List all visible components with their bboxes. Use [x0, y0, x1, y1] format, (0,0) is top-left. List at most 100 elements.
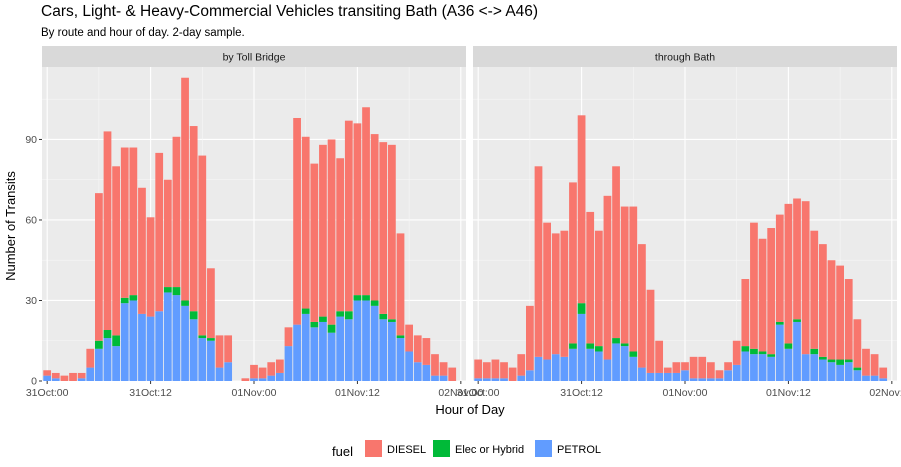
bar-petrol — [267, 375, 276, 381]
bar-diesel — [629, 206, 638, 352]
facet-through-bath: through Bath 31Oct:00 31Oct:12 01Nov:00 01No… — [457, 46, 901, 399]
bar-diesel — [620, 206, 629, 344]
bar-petrol — [594, 351, 603, 381]
bar-elec-or-hybrid — [758, 351, 767, 355]
x-tick-label: 01Nov:12 — [766, 387, 811, 399]
bar-petrol — [396, 338, 405, 381]
bar-elec-or-hybrid — [103, 330, 112, 339]
bar-petrol — [801, 354, 810, 381]
x-tick-label: 01Nov:00 — [663, 387, 708, 399]
bar-elec-or-hybrid — [827, 359, 836, 363]
bar-petrol — [293, 324, 301, 381]
bar-diesel — [594, 230, 603, 347]
bar-diesel — [112, 166, 120, 336]
bar-petrol — [655, 372, 664, 381]
bar-diesel — [353, 123, 362, 296]
bar-elec-or-hybrid — [793, 319, 801, 322]
bar-diesel — [672, 362, 681, 373]
bar-elec-or-hybrid — [819, 356, 827, 360]
bar-diesel — [77, 372, 86, 379]
bar-petrol — [569, 348, 577, 381]
bar-diesel — [750, 222, 758, 349]
bar-petrol — [207, 340, 215, 381]
bar-diesel — [793, 198, 801, 320]
bar-petrol — [534, 356, 543, 381]
bar-diesel — [86, 348, 95, 368]
bar-diesel — [138, 187, 146, 314]
bar-diesel — [327, 139, 336, 325]
bar-elec-or-hybrid — [741, 346, 750, 352]
x-tick-label: 31Oct:00 — [26, 387, 69, 399]
bar-diesel — [396, 233, 405, 336]
facet-strip — [473, 46, 897, 67]
bar-petrol — [706, 378, 715, 381]
bar-diesel — [60, 375, 69, 381]
x-tick-label: 02Nov:00 — [869, 387, 901, 399]
bar-diesel — [603, 195, 612, 360]
legend-label: PETROL — [557, 444, 601, 456]
bar-diesel — [103, 131, 112, 331]
bar-petrol — [155, 311, 164, 381]
bar-diesel — [250, 364, 258, 379]
bar-diesel — [95, 193, 103, 341]
bar-petrol — [86, 367, 95, 381]
bar-elec-or-hybrid — [181, 300, 189, 306]
bar-petrol — [284, 346, 293, 381]
bar-diesel — [301, 136, 310, 309]
bar-elec-or-hybrid — [775, 321, 784, 325]
bar-elec-or-hybrid — [750, 348, 758, 355]
bar-diesel — [422, 338, 431, 365]
bar-petrol — [681, 370, 689, 381]
y-tick-label: 0 — [31, 376, 37, 388]
bar-petrol — [405, 351, 413, 381]
bar-elec-or-hybrid — [189, 311, 198, 320]
bar-diesel — [853, 319, 862, 368]
bar-petrol — [793, 321, 801, 381]
bar-diesel — [586, 211, 595, 344]
bar-diesel — [500, 362, 508, 379]
bar-elec-or-hybrid — [301, 308, 310, 314]
bar-petrol — [120, 303, 129, 381]
bar-diesel — [836, 265, 844, 360]
bar-petrol — [43, 375, 52, 381]
bar-petrol — [112, 346, 120, 381]
bar-petrol — [784, 348, 793, 381]
bar-petrol — [698, 378, 707, 381]
bar-elec-or-hybrid — [784, 343, 793, 349]
bar-petrol — [129, 300, 138, 381]
bar-diesel — [491, 359, 500, 379]
bar-diesel — [577, 115, 586, 304]
bar-petrol — [388, 321, 396, 381]
bar-petrol — [413, 362, 422, 381]
bar-petrol — [853, 370, 862, 381]
bar-diesel — [224, 335, 233, 363]
bar-diesel — [258, 367, 267, 379]
bar-diesel — [267, 362, 276, 376]
bar-petrol — [319, 321, 327, 381]
bar-petrol — [224, 362, 233, 381]
bar-diesel — [560, 230, 569, 357]
bar-elec-or-hybrid — [629, 351, 638, 357]
bar-elec-or-hybrid — [836, 359, 844, 365]
x-tick-label: 01Nov:00 — [232, 387, 277, 399]
bar-elec-or-hybrid — [577, 303, 586, 314]
bar-elec-or-hybrid — [586, 343, 595, 349]
bar-diesel — [319, 144, 327, 317]
bar-diesel — [241, 378, 250, 381]
bar-diesel — [362, 107, 370, 296]
bar-petrol — [275, 372, 284, 381]
bar-diesel — [51, 372, 60, 379]
bar-petrol — [620, 346, 629, 381]
bar-diesel — [172, 136, 181, 288]
facet-panels: by Toll Bridge 31Oct:00 31Oct:12 01Nov:00 01… — [26, 46, 901, 399]
bar-petrol — [862, 375, 870, 381]
bar-diesel — [827, 260, 836, 360]
bar-diesel — [129, 147, 138, 296]
bar-diesel — [146, 217, 155, 317]
bar-petrol — [146, 316, 155, 381]
bar-diesel — [310, 163, 319, 322]
bar-petrol — [138, 313, 146, 381]
y-tick-label: 30 — [25, 295, 37, 307]
facet-by-toll-bridge: by Toll Bridge 31Oct:00 31Oct:12 01Nov:00 01… — [26, 46, 483, 399]
